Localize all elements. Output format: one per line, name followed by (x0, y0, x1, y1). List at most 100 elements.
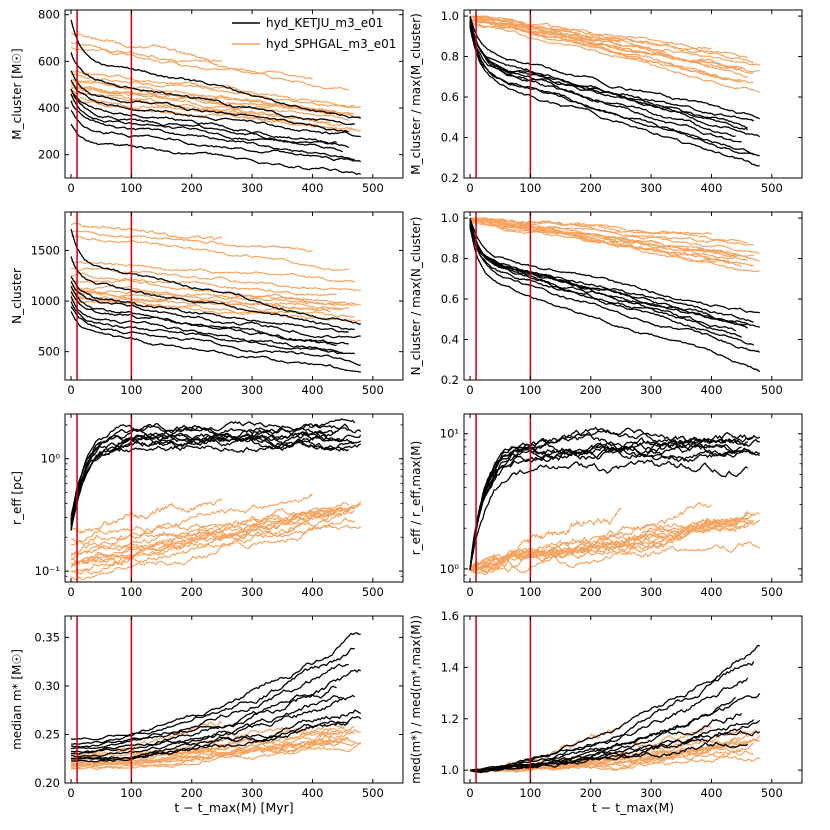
sphgal-series-line (469, 15, 748, 78)
sphgal-series-line (70, 73, 361, 109)
sphgal-series-line (70, 70, 355, 108)
axes-frame (64, 9, 404, 179)
x-tick-label: 0 (67, 585, 74, 599)
ketju-series-line (469, 25, 760, 167)
x-tick-label: 0 (67, 383, 74, 397)
x-tick-label: 400 (301, 181, 323, 195)
panel-ncluster_norm: 0 100 200 300 400 500 0.2 0.4 0.6 0.8 1.0 N_cluster… (409, 211, 803, 397)
x-tick-label: 500 (761, 383, 783, 397)
x-tick-label: 300 (241, 786, 263, 800)
sphgal-series-line (470, 15, 754, 64)
sphgal-series-line (70, 524, 361, 581)
sphgal-series-line (470, 15, 754, 84)
ketju-series-line (70, 694, 356, 758)
ketju-series-line (469, 221, 754, 323)
sphgal-series-line (70, 87, 349, 122)
ketju-series-line (70, 720, 350, 763)
x-tick-label: 0 (466, 181, 473, 195)
ketju-series-line (70, 311, 361, 373)
ketju-series-line (469, 442, 754, 570)
x-tick-label: 500 (362, 383, 384, 397)
x-tick-label: 400 (700, 786, 722, 800)
sphgal-series-line (469, 743, 730, 773)
x-tick-label: 300 (640, 181, 662, 195)
y-axis-label-reff: r_eff [pc] (10, 471, 24, 525)
y-tick-label: 0.25 (34, 727, 60, 741)
y-tick-label: 10¹ (440, 427, 459, 441)
sphgal-series-line (469, 19, 742, 83)
ketju-series-line (70, 433, 356, 531)
sphgal-series-line (470, 15, 712, 50)
plot-area-mcluster (70, 19, 362, 176)
y-tick-label: 1.6 (441, 609, 459, 623)
x-tick-label: 500 (761, 585, 783, 599)
sphgal-series-line (70, 46, 349, 91)
sphgal-series-line (70, 267, 361, 292)
panel-reff: 0 100 200 300 400 500 10⁻¹ 10⁰ r_eff [pc] (10, 413, 404, 599)
sphgal-series-line (70, 493, 313, 544)
ketju-series-line (70, 296, 343, 354)
x-tick-label: 100 (519, 786, 541, 800)
x-tick-label: 300 (640, 585, 662, 599)
y-tick-label: 0.2 (441, 373, 459, 387)
ketju-series-line (70, 123, 362, 176)
sphgal-series-line (70, 42, 313, 80)
ketju-series-line (70, 434, 362, 525)
ketju-series-line (469, 227, 742, 338)
y-tick-label: 800 (38, 8, 60, 22)
x-tick-label: 500 (761, 181, 783, 195)
x-tick-label: 400 (700, 181, 722, 195)
plot-area-mcluster_norm (469, 15, 761, 167)
sphgal-series-line (70, 32, 222, 63)
y-tick-label: 10⁰ (41, 452, 61, 466)
x-tick-label: 100 (120, 181, 142, 195)
legend: hyd_KETJU_m3_e01 hyd_SPHGAL_m3_e01 (232, 16, 396, 51)
ketju-series-line (70, 647, 355, 745)
x-tick-label: 500 (761, 786, 783, 800)
ketju-series-line (469, 442, 742, 570)
ketju-series-line (70, 422, 362, 526)
sphgal-series-line (70, 235, 349, 271)
y-axis-label-ncluster: N_cluster (10, 268, 24, 324)
x-tick-label: 0 (466, 786, 473, 800)
y-axis-label-reff_norm: r_eff / r_eff,max(M) (409, 441, 423, 556)
ketju-series-line (469, 217, 760, 314)
panel-median_m_norm: 0 100 200 300 400 500 1.0 1.2 1.4 1.6 med(m*) / me… (409, 609, 803, 800)
y-tick-label: 1.2 (441, 712, 459, 726)
ketju-series-line (469, 459, 749, 569)
ketju-series-line (469, 447, 761, 569)
x-tick-label: 100 (120, 383, 142, 397)
x-tick-label: 200 (580, 585, 602, 599)
ketju-series-line (70, 52, 355, 126)
legend-ketju-label: hyd_KETJU_m3_e01 (266, 16, 383, 30)
ketju-series-line (70, 70, 349, 133)
ketju-series-line (469, 730, 761, 772)
ketju-series-line (71, 695, 343, 755)
ketju-series-line (70, 276, 349, 333)
plot-area-reff (70, 418, 362, 581)
x-tick-label: 500 (362, 786, 384, 800)
ketju-series-line (469, 17, 742, 143)
x-tick-label: 400 (301, 585, 323, 599)
sphgal-series-line (469, 22, 760, 73)
ketju-series-line (469, 445, 760, 570)
ketju-series-line (70, 88, 350, 149)
ketju-series-line (70, 301, 355, 355)
panels: 0 100 200 300 400 500 200 400 600 800 M_cluster [M… (10, 8, 803, 800)
sphgal-series-line (70, 260, 355, 283)
ketju-series-line (70, 427, 338, 523)
ketju-series-line (469, 221, 749, 329)
y-axis-label-median_m_norm: med(m*) / med(m*,max(M)) (409, 615, 423, 784)
plot-area-median_m (70, 632, 362, 770)
ketju-series-line (469, 225, 761, 373)
sphgal-series-line (70, 741, 362, 770)
x-tick-label: 0 (466, 585, 473, 599)
axes-frame (64, 413, 404, 583)
ketju-series-line (70, 418, 356, 520)
ketju-series-line (469, 644, 760, 772)
x-tick-label: 0 (67, 181, 74, 195)
y-tick-label: 1.0 (441, 763, 459, 777)
sphgal-series-line (71, 738, 344, 768)
x-tick-label: 500 (362, 585, 384, 599)
